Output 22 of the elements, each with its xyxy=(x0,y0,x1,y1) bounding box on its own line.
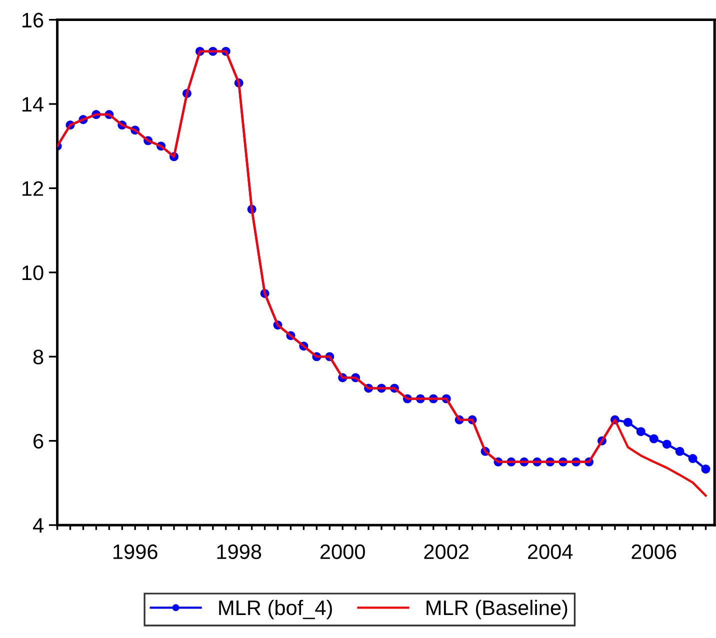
legend-label: MLR (Baseline) xyxy=(426,600,568,620)
y-tick-label: 14 xyxy=(22,97,44,112)
point xyxy=(649,434,658,444)
x-tick-label: 2000 xyxy=(320,544,365,560)
y-tick-label: 8 xyxy=(33,350,44,364)
x-tick-label: 2004 xyxy=(528,544,573,560)
x-tick-label: 2006 xyxy=(632,544,676,560)
point xyxy=(701,464,710,474)
legend-label: MLR (bof_4) xyxy=(219,600,332,620)
y-tick-label: 12 xyxy=(22,181,44,196)
point xyxy=(675,446,684,456)
point xyxy=(636,427,646,436)
point xyxy=(662,440,672,449)
x-tick-label: 1996 xyxy=(114,544,158,560)
x-tick-label: 1998 xyxy=(217,544,262,560)
y-tick-label: 10 xyxy=(22,265,44,280)
point xyxy=(623,418,632,427)
y-tick-label: 16 xyxy=(22,12,44,28)
x-tick-label: 2002 xyxy=(424,544,468,560)
point xyxy=(688,454,698,464)
y-tick-label: 4 xyxy=(32,518,44,533)
y-tick-label: 6 xyxy=(34,434,44,449)
